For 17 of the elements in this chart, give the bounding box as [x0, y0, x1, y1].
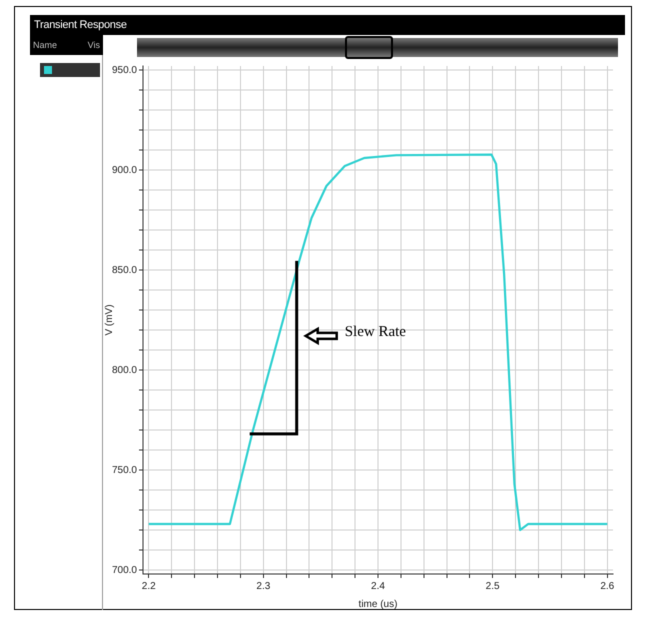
y-axis-title: V (mV): [104, 304, 115, 336]
text: Vis: [88, 40, 100, 50]
annotation: Slew Rate: [344, 324, 406, 341]
x-tick-label: 2.3: [256, 580, 271, 592]
y-tick-label: 800.0: [112, 364, 138, 376]
x-tick-label: 2.5: [486, 580, 500, 592]
y-tick-label: 850.0: [112, 264, 138, 276]
text: Name: [33, 40, 58, 50]
y-tick-label: 700.0: [112, 564, 138, 576]
y-tick-label: 750.0: [112, 464, 138, 476]
y-tick-label: 950.0: [112, 64, 138, 76]
chart-title: Transient Response: [30, 15, 625, 35]
x-axis-title: time (us): [358, 598, 398, 610]
x-tick-label: 2.4: [371, 580, 386, 592]
x-tick-label: 2.2: [142, 580, 156, 592]
y-tick-label: 900.0: [112, 164, 138, 176]
x-tick-label: 2.6: [600, 580, 615, 592]
